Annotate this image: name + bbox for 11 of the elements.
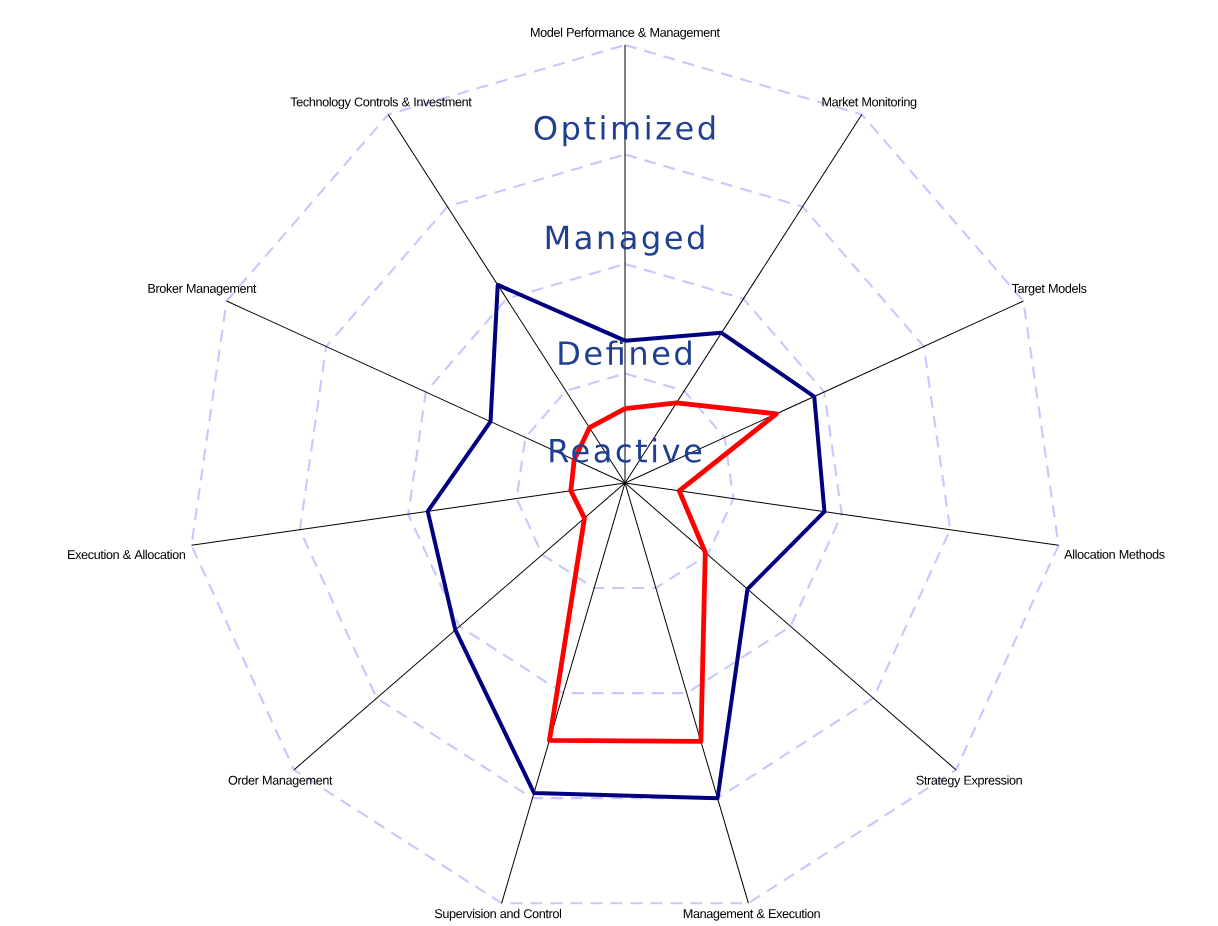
spoke-label: Supervision and Control: [434, 908, 562, 921]
spoke-label: Management & Execution: [683, 908, 820, 921]
spoke-label: Order Management: [228, 775, 333, 788]
spoke-label: Allocation Methods: [1064, 549, 1165, 559]
spoke-label: Model Performance & Management: [531, 27, 720, 40]
spoke-label: Strategy Expression: [916, 775, 1022, 788]
spoke-label: Target Models: [1011, 283, 1087, 296]
spoke-label: Execution & Allocation: [68, 549, 186, 560]
spoke-label: Technology Controls & Investment: [290, 97, 472, 109]
spoke-label: Broker Management: [148, 283, 257, 296]
spoke-label: Market Monitoring: [822, 97, 917, 109]
